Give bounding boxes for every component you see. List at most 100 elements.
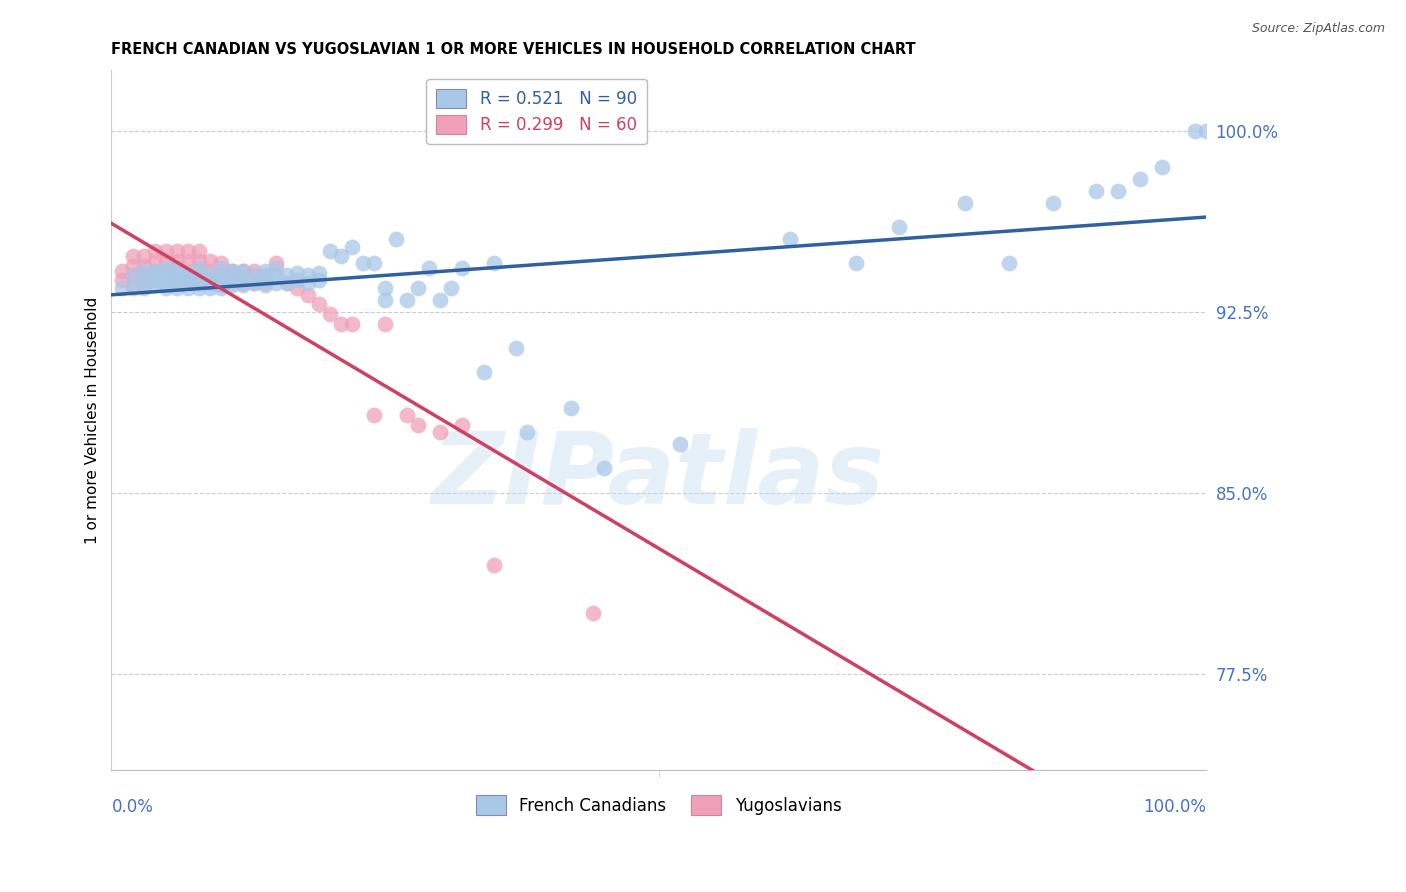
Point [308,266,330,280]
Point [516,425,538,440]
Point [177,266,200,280]
Point [253,268,276,283]
Point [779,232,801,246]
Point [177,263,200,277]
Point [308,273,330,287]
Point [287,273,309,287]
Point [242,263,264,277]
Point [297,268,319,283]
Point [143,263,166,277]
Point [177,271,200,285]
Point [242,268,264,283]
Point [374,293,396,307]
Point [188,276,211,290]
Text: FRENCH CANADIAN VS YUGOSLAVIAN 1 OR MORE VEHICLES IN HOUSEHOLD CORRELATION CHART: FRENCH CANADIAN VS YUGOSLAVIAN 1 OR MORE… [111,42,917,57]
Point [1184,124,1206,138]
Point [166,254,188,268]
Point [143,263,166,277]
Point [297,276,319,290]
Point [319,307,342,321]
Point [198,263,221,277]
Point [1085,184,1108,198]
Point [166,280,188,294]
Point [297,287,319,301]
Point [276,276,298,290]
Point [395,409,418,423]
Point [264,256,287,270]
Point [1042,196,1064,211]
Point [582,606,605,620]
Point [134,268,156,283]
Point [122,259,145,273]
Point [308,297,330,311]
Point [177,276,200,290]
Point [242,276,264,290]
Point [385,232,408,246]
Point [340,239,363,253]
Point [221,263,243,277]
Point [188,254,211,268]
Point [330,249,353,263]
Point [111,273,134,287]
Point [155,244,177,259]
Point [209,276,232,290]
Point [505,341,527,355]
Point [188,244,211,259]
Point [953,196,976,211]
Point [111,280,134,294]
Point [122,268,145,283]
Point [232,263,254,277]
Point [143,273,166,287]
Point [198,276,221,290]
Point [134,259,156,273]
Point [122,278,145,293]
Point [134,278,156,293]
Point [166,273,188,287]
Point [264,261,287,276]
Point [450,417,472,432]
Point [1107,184,1129,198]
Point [669,437,692,451]
Point [363,409,385,423]
Point [330,317,353,331]
Point [143,273,166,287]
Point [143,244,166,259]
Point [484,256,506,270]
Text: 100.0%: 100.0% [1143,798,1206,816]
Point [155,254,177,268]
Point [593,461,616,475]
Point [177,280,200,294]
Point [1195,124,1218,138]
Point [198,254,221,268]
Text: 0.0%: 0.0% [111,798,153,816]
Point [232,278,254,293]
Point [264,268,287,283]
Point [188,268,211,283]
Point [166,263,188,277]
Point [188,263,211,277]
Point [188,261,211,276]
Point [198,273,221,287]
Point [155,266,177,280]
Point [209,280,232,294]
Point [177,273,200,287]
Legend: French Canadians, Yugoslavians: French Canadians, Yugoslavians [465,785,852,824]
Point [155,271,177,285]
Y-axis label: 1 or more Vehicles in Household: 1 or more Vehicles in Household [86,296,100,544]
Point [406,417,429,432]
Point [352,256,374,270]
Point [166,276,188,290]
Point [166,244,188,259]
Text: Source: ZipAtlas.com: Source: ZipAtlas.com [1251,22,1385,36]
Point [155,280,177,294]
Point [111,263,134,277]
Point [166,271,188,285]
Point [242,276,264,290]
Point [188,280,211,294]
Point [221,278,243,293]
Point [232,276,254,290]
Point [143,278,166,293]
Point [122,268,145,283]
Point [253,271,276,285]
Point [221,271,243,285]
